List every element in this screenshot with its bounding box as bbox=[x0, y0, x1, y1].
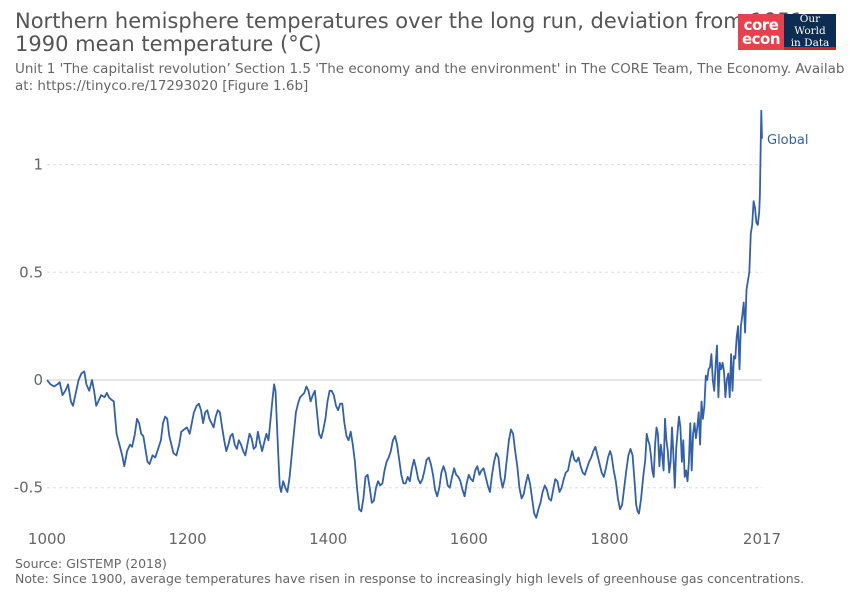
x-tick-label: 1200 bbox=[169, 530, 207, 548]
x-tick-label: 1000 bbox=[28, 530, 66, 548]
y-tick-label: -0.5 bbox=[14, 479, 43, 497]
owid-logo-line2: in Data bbox=[790, 36, 830, 49]
y-tick-label: 0.5 bbox=[19, 263, 43, 281]
x-tick-label: 1800 bbox=[590, 530, 628, 548]
core-logo-line1: core bbox=[743, 16, 779, 34]
chart-header: Northern hemisphere temperatures over th… bbox=[15, 10, 845, 100]
our-world-in-data-logo[interactable]: Our World in Data bbox=[784, 12, 836, 50]
core-logo-line2: econ bbox=[741, 30, 781, 48]
x-tick-label: 2017 bbox=[743, 530, 781, 548]
x-axis: 1000 1200 1400 1600 1800 2017 bbox=[28, 530, 781, 548]
chart-title: Northern hemisphere temperatures over th… bbox=[15, 10, 812, 56]
footnote: Note: Since 1900, average temperatures h… bbox=[15, 571, 805, 586]
series-label-global[interactable]: Global bbox=[767, 133, 808, 148]
owid-logo-line1: Our World bbox=[794, 12, 826, 37]
series-line-global[interactable] bbox=[46, 109, 763, 519]
chart-footer: Source: GISTEMP (2018) Note: Since 1900,… bbox=[15, 556, 845, 586]
y-axis: -0.5 0 0.5 1 bbox=[14, 156, 43, 497]
x-tick-label: 1400 bbox=[309, 530, 347, 548]
source-note[interactable]: Source: GISTEMP (2018) bbox=[15, 556, 167, 571]
chart-subtitle: Unit 1 'The capitalist revolution’ Secti… bbox=[15, 61, 845, 94]
y-tick-label: 1 bbox=[33, 156, 43, 174]
x-tick-label: 1600 bbox=[450, 530, 488, 548]
logo[interactable]: core econ Our World in Data bbox=[738, 12, 836, 50]
core-econ-logo[interactable]: core econ bbox=[738, 14, 784, 50]
y-tick-label: 0 bbox=[33, 371, 43, 389]
series-layer: Global bbox=[46, 109, 808, 519]
